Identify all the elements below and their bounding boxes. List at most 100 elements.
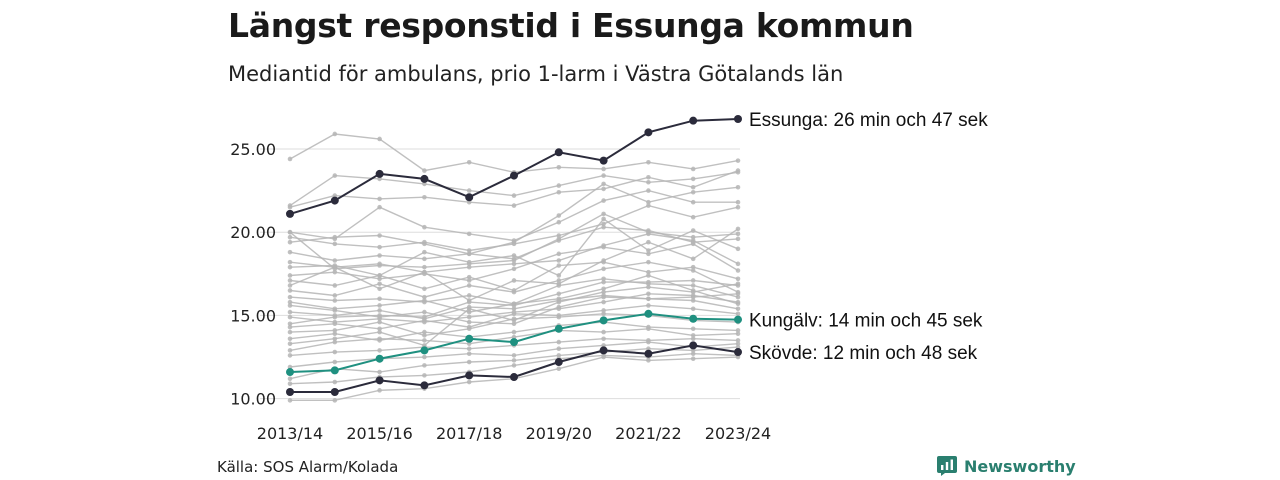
background-point xyxy=(287,234,293,240)
background-point xyxy=(556,233,562,238)
background-point xyxy=(466,314,472,320)
background-point xyxy=(466,351,472,357)
background-point xyxy=(601,336,606,342)
background-point xyxy=(601,166,606,172)
background-point xyxy=(332,336,338,342)
background-point xyxy=(601,221,606,227)
background-point xyxy=(735,268,741,273)
background-point xyxy=(511,303,517,308)
background-point xyxy=(287,239,293,245)
data-point-kungalv xyxy=(420,346,429,355)
background-point xyxy=(332,298,338,303)
background-point xyxy=(690,189,696,195)
background-point xyxy=(690,283,696,288)
background-point xyxy=(422,298,427,303)
background-point xyxy=(646,279,651,285)
background-point xyxy=(556,314,562,320)
background-point xyxy=(556,251,562,257)
background-point xyxy=(287,229,293,235)
data-point-skovde xyxy=(330,388,339,397)
background-point xyxy=(601,181,606,187)
background-point xyxy=(601,276,606,282)
background-point xyxy=(601,211,606,217)
background-point xyxy=(690,228,696,233)
data-point-skovde xyxy=(510,373,518,382)
background-point xyxy=(287,341,293,347)
background-point xyxy=(556,339,562,345)
background-point xyxy=(511,321,517,327)
background-point xyxy=(646,303,651,308)
background-point xyxy=(287,294,293,300)
background-point xyxy=(556,258,562,263)
background-point xyxy=(690,333,696,338)
background-point xyxy=(332,321,338,327)
background-point xyxy=(646,203,651,208)
background-point xyxy=(601,343,606,348)
background-point xyxy=(332,339,338,345)
background-point xyxy=(690,336,696,342)
data-point-essunga xyxy=(465,193,474,202)
background-point xyxy=(466,274,472,280)
end-label-kungalv: Kungälv: 14 min och 45 sek xyxy=(749,311,983,332)
background-point xyxy=(466,319,472,325)
background-point xyxy=(332,283,338,288)
background-point xyxy=(377,263,382,268)
background-series-line xyxy=(289,189,738,242)
background-point xyxy=(466,188,472,193)
background-point xyxy=(332,266,338,272)
data-point-essunga xyxy=(510,171,518,180)
background-point xyxy=(690,348,696,353)
background-point xyxy=(556,219,562,225)
background-point xyxy=(466,326,472,332)
background-point xyxy=(690,214,696,220)
background-point xyxy=(422,269,427,275)
background-point xyxy=(377,233,382,238)
data-point-kungalv xyxy=(734,315,742,324)
background-point xyxy=(511,363,517,368)
data-point-skovde xyxy=(689,341,698,350)
background-point xyxy=(511,358,517,363)
background-point xyxy=(735,281,741,287)
x-tick-label: 2023/24 xyxy=(705,424,771,443)
background-point xyxy=(287,156,293,162)
background-point xyxy=(287,398,293,403)
background-point xyxy=(601,294,606,300)
background-point xyxy=(735,158,741,163)
background-point xyxy=(332,293,338,298)
background-point xyxy=(646,188,651,193)
background-point xyxy=(690,356,696,362)
background-point xyxy=(422,194,427,200)
data-point-essunga xyxy=(286,209,294,218)
background-point xyxy=(377,136,382,142)
x-tick-label: 2013/14 xyxy=(257,424,323,443)
background-point xyxy=(735,204,741,210)
background-point xyxy=(601,308,606,313)
y-tick-label: 20.00 xyxy=(230,223,276,242)
background-point xyxy=(377,329,382,335)
background-point xyxy=(377,253,382,258)
background-point xyxy=(287,324,293,330)
y-tick-label: 10.00 xyxy=(230,390,276,409)
series-skovde xyxy=(286,341,742,397)
background-point xyxy=(511,318,517,323)
background-point xyxy=(646,339,651,345)
background-point xyxy=(735,236,741,242)
background-point xyxy=(601,329,606,335)
background-point xyxy=(556,281,562,287)
background-point xyxy=(601,216,606,222)
background-point xyxy=(466,379,472,385)
background-point xyxy=(287,278,293,283)
background-point xyxy=(556,183,562,188)
background-point xyxy=(690,184,696,190)
background-point xyxy=(377,326,382,332)
background-point xyxy=(735,246,741,252)
background-point xyxy=(646,174,651,180)
background-point xyxy=(377,281,382,287)
background-point xyxy=(646,269,651,275)
data-point-essunga xyxy=(420,174,429,183)
background-point xyxy=(287,314,293,320)
background-point xyxy=(332,398,338,403)
background-point xyxy=(690,294,696,300)
background-point xyxy=(466,346,472,352)
background-point xyxy=(646,259,651,265)
